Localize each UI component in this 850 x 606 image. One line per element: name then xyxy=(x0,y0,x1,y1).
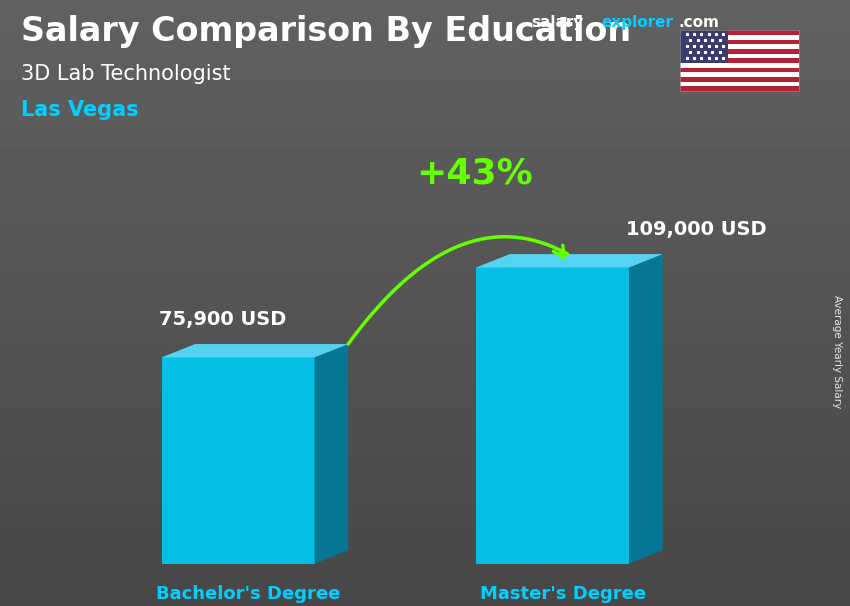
Polygon shape xyxy=(162,344,348,358)
Polygon shape xyxy=(680,58,799,63)
Polygon shape xyxy=(680,86,799,91)
Text: 109,000 USD: 109,000 USD xyxy=(626,220,767,239)
Polygon shape xyxy=(680,49,799,53)
Polygon shape xyxy=(680,68,799,72)
Polygon shape xyxy=(476,254,663,267)
Polygon shape xyxy=(314,344,348,564)
Polygon shape xyxy=(680,82,799,86)
Polygon shape xyxy=(680,63,799,68)
Text: .com: .com xyxy=(678,15,719,30)
Polygon shape xyxy=(476,267,629,564)
Polygon shape xyxy=(680,39,799,44)
Polygon shape xyxy=(629,254,663,564)
Polygon shape xyxy=(162,358,314,564)
Polygon shape xyxy=(680,35,799,39)
Text: 75,900 USD: 75,900 USD xyxy=(159,310,286,329)
Polygon shape xyxy=(680,30,728,63)
Text: 3D Lab Technologist: 3D Lab Technologist xyxy=(21,64,231,84)
Text: Bachelor's Degree: Bachelor's Degree xyxy=(156,585,340,603)
Text: salary: salary xyxy=(531,15,584,30)
Polygon shape xyxy=(680,44,799,49)
Text: Master's Degree: Master's Degree xyxy=(479,585,646,603)
Text: Salary Comparison By Education: Salary Comparison By Education xyxy=(21,15,632,48)
Polygon shape xyxy=(680,30,799,35)
Text: explorer: explorer xyxy=(602,15,674,30)
Text: Average Yearly Salary: Average Yearly Salary xyxy=(832,295,842,408)
Text: Las Vegas: Las Vegas xyxy=(21,100,139,120)
Text: +43%: +43% xyxy=(416,156,533,190)
Polygon shape xyxy=(680,77,799,82)
Polygon shape xyxy=(680,72,799,77)
Polygon shape xyxy=(680,53,799,58)
